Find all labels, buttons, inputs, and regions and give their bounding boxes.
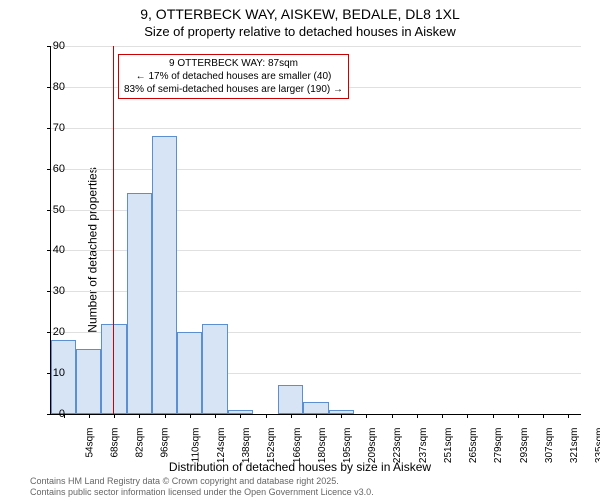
- histogram-bar: [152, 136, 177, 414]
- y-tick-label: 10: [40, 367, 65, 379]
- gridline-h: [51, 169, 581, 170]
- y-tick-label: 40: [40, 244, 65, 256]
- histogram-bar: [278, 385, 303, 414]
- x-tick: [215, 414, 216, 418]
- histogram-bar: [177, 332, 202, 414]
- x-tick-label: 237sqm: [418, 428, 429, 464]
- x-tick-label: 138sqm: [241, 428, 252, 464]
- histogram-bar: [101, 324, 126, 414]
- gridline-h: [51, 46, 581, 47]
- reference-line: [113, 46, 114, 414]
- x-tick-label: 335sqm: [594, 428, 600, 464]
- footer-text: Contains HM Land Registry data © Crown c…: [30, 476, 374, 498]
- x-tick-label: 152sqm: [266, 428, 277, 464]
- y-tick-label: 60: [40, 163, 65, 175]
- x-tick: [240, 414, 241, 418]
- x-tick-label: 265sqm: [468, 428, 479, 464]
- x-tick: [341, 414, 342, 418]
- histogram-bar: [127, 193, 152, 414]
- x-tick-label: 68sqm: [109, 428, 120, 458]
- y-tick-label: 90: [40, 40, 65, 52]
- x-tick-label: 279sqm: [494, 428, 505, 464]
- x-tick: [266, 414, 267, 418]
- x-tick: [568, 414, 569, 418]
- chart-title-main: 9, OTTERBECK WAY, AISKEW, BEDALE, DL8 1X…: [0, 6, 600, 22]
- x-tick: [417, 414, 418, 418]
- x-tick-label: 293sqm: [519, 428, 530, 464]
- x-tick: [316, 414, 317, 418]
- x-tick-label: 124sqm: [216, 428, 227, 464]
- annotation-line1: 9 OTTERBECK WAY: 87sqm: [124, 57, 343, 70]
- x-tick: [518, 414, 519, 418]
- plot-area: [50, 46, 581, 415]
- x-tick-label: 223sqm: [393, 428, 404, 464]
- x-tick: [543, 414, 544, 418]
- x-tick: [291, 414, 292, 418]
- x-tick: [493, 414, 494, 418]
- x-tick-label: 180sqm: [317, 428, 328, 464]
- x-tick: [139, 414, 140, 418]
- x-tick: [392, 414, 393, 418]
- y-tick-label: 80: [40, 81, 65, 93]
- x-tick: [366, 414, 367, 418]
- x-tick: [114, 414, 115, 418]
- x-tick: [190, 414, 191, 418]
- x-tick: [467, 414, 468, 418]
- annotation-line2: ← 17% of detached houses are smaller (40…: [124, 70, 343, 83]
- footer-line2: Contains public sector information licen…: [30, 487, 374, 498]
- histogram-bar: [202, 324, 227, 414]
- x-tick-label: 96sqm: [160, 428, 171, 458]
- annotation-line3: 83% of semi-detached houses are larger (…: [124, 83, 343, 96]
- footer-line1: Contains HM Land Registry data © Crown c…: [30, 476, 374, 487]
- y-tick-label: 30: [40, 285, 65, 297]
- histogram-bar: [76, 349, 101, 414]
- y-tick-label: 20: [40, 326, 65, 338]
- x-tick-label: 209sqm: [367, 428, 378, 464]
- gridline-h: [51, 128, 581, 129]
- histogram-bar: [303, 402, 328, 414]
- x-tick-label: 251sqm: [443, 428, 454, 464]
- x-tick-label: 195sqm: [342, 428, 353, 464]
- x-tick: [165, 414, 166, 418]
- y-tick-label: 50: [40, 204, 65, 216]
- x-tick: [89, 414, 90, 418]
- x-tick-label: 54sqm: [84, 428, 95, 458]
- y-tick-label: 70: [40, 122, 65, 134]
- x-tick-label: 110sqm: [190, 428, 201, 463]
- x-tick: [442, 414, 443, 418]
- x-tick-label: 307sqm: [544, 428, 555, 464]
- chart-title-sub: Size of property relative to detached ho…: [0, 24, 600, 39]
- y-tick-label: 0: [40, 408, 65, 420]
- x-tick-label: 82sqm: [135, 428, 146, 458]
- x-tick-label: 166sqm: [292, 428, 303, 464]
- annotation-box: 9 OTTERBECK WAY: 87sqm← 17% of detached …: [118, 54, 349, 99]
- x-tick-label: 321sqm: [569, 428, 580, 464]
